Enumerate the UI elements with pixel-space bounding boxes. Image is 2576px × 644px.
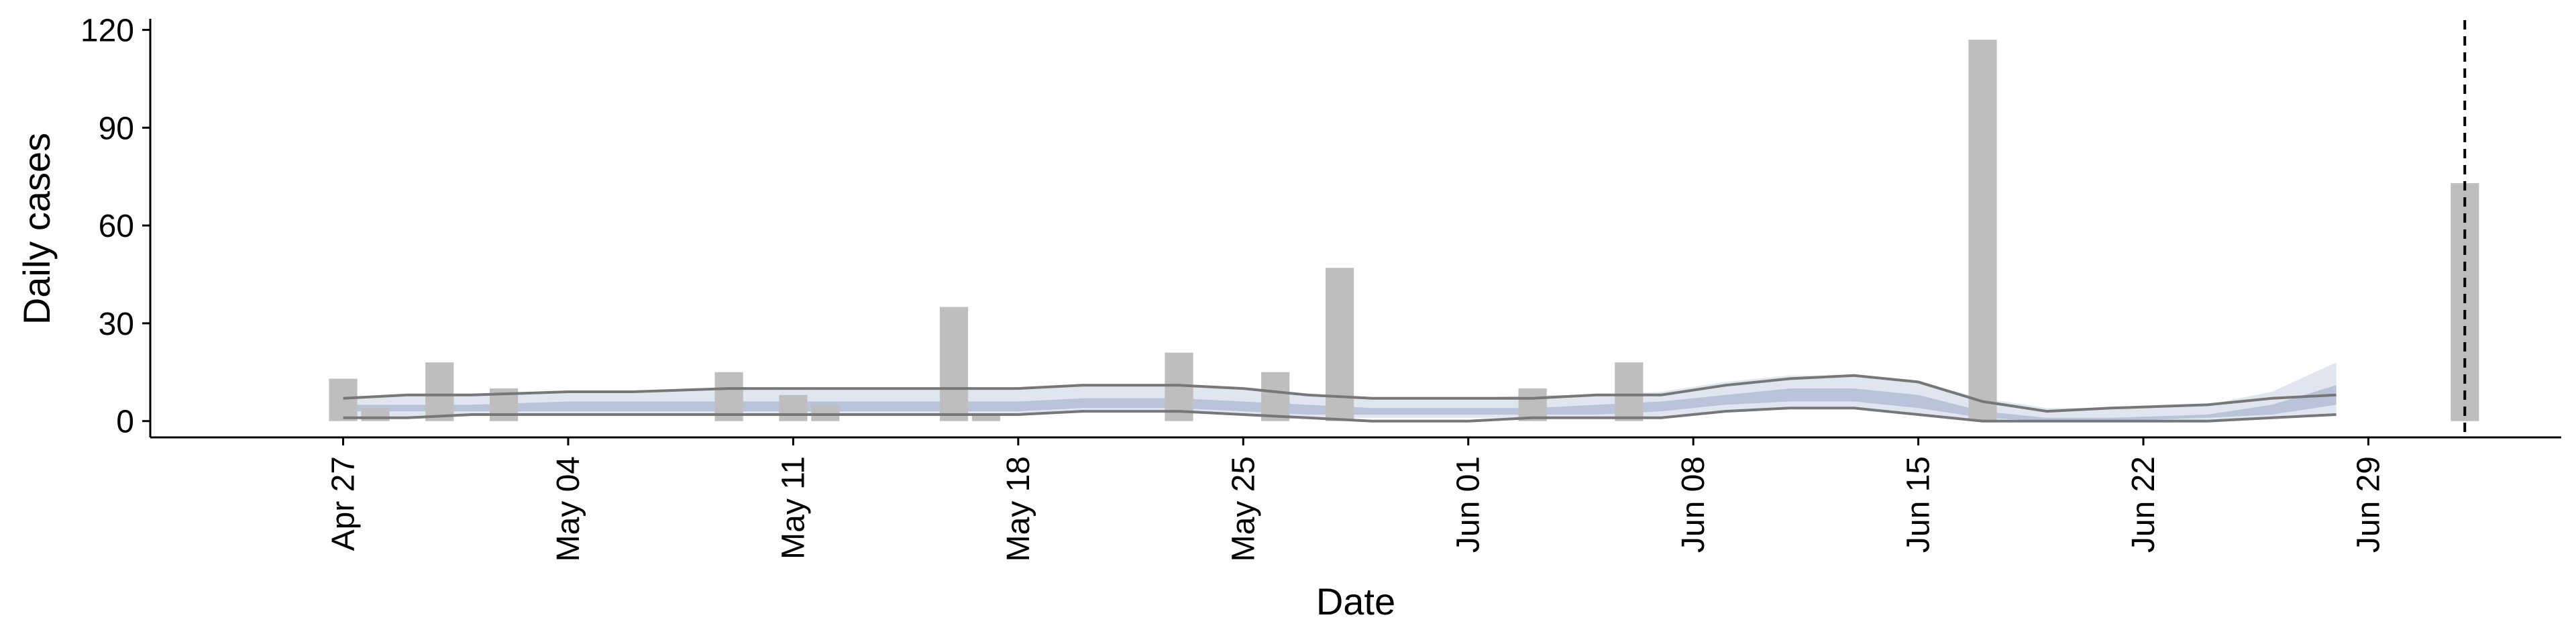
x-tick-label: Jun 01 (1451, 456, 1487, 553)
axes (149, 19, 2561, 439)
y-tick-label: 90 (99, 111, 134, 146)
bar (939, 307, 969, 421)
x-tick-label: May 11 (775, 456, 811, 559)
bar (1518, 388, 1547, 421)
estimate-lines (343, 374, 2337, 423)
bar (1615, 362, 1644, 421)
x-tick-label: Jun 29 (2351, 456, 2386, 553)
x-tick-label: Jun 22 (2126, 456, 2161, 553)
bars (329, 40, 2479, 421)
estimate-upper-line (343, 374, 2337, 413)
bar (811, 405, 840, 421)
bar (779, 394, 808, 421)
x-tick-label: Jun 15 (1901, 456, 1937, 553)
x-tick-label: May 18 (1001, 456, 1036, 561)
y-tick-label: 30 (99, 307, 134, 342)
y-ticks: 0 30 60 90 120 (80, 13, 150, 440)
x-tick-label: May 25 (1226, 456, 1261, 561)
y-tick-label: 60 (99, 209, 134, 244)
bar (1261, 372, 1290, 421)
bar (425, 362, 454, 421)
bar (971, 415, 1000, 421)
x-ticks: Apr 27 May 04 May 11 May 18 May 25 Jun 01 Jun … (326, 437, 2386, 561)
y-tick-label: 0 (116, 405, 134, 440)
y-tick-label: 120 (80, 13, 134, 49)
x-tick-label: Apr 27 (326, 456, 362, 551)
x-tick-label: May 04 (551, 456, 586, 561)
y-axis-title: Daily cases (15, 133, 58, 325)
bar (714, 372, 743, 421)
x-axis-title: Date (1316, 580, 1395, 623)
x-tick-label: Jun 08 (1676, 456, 1711, 553)
estimate-lower-line (343, 407, 2337, 423)
estimate-band-50 (343, 385, 2337, 421)
bar (1968, 40, 1997, 421)
bar (329, 378, 358, 421)
